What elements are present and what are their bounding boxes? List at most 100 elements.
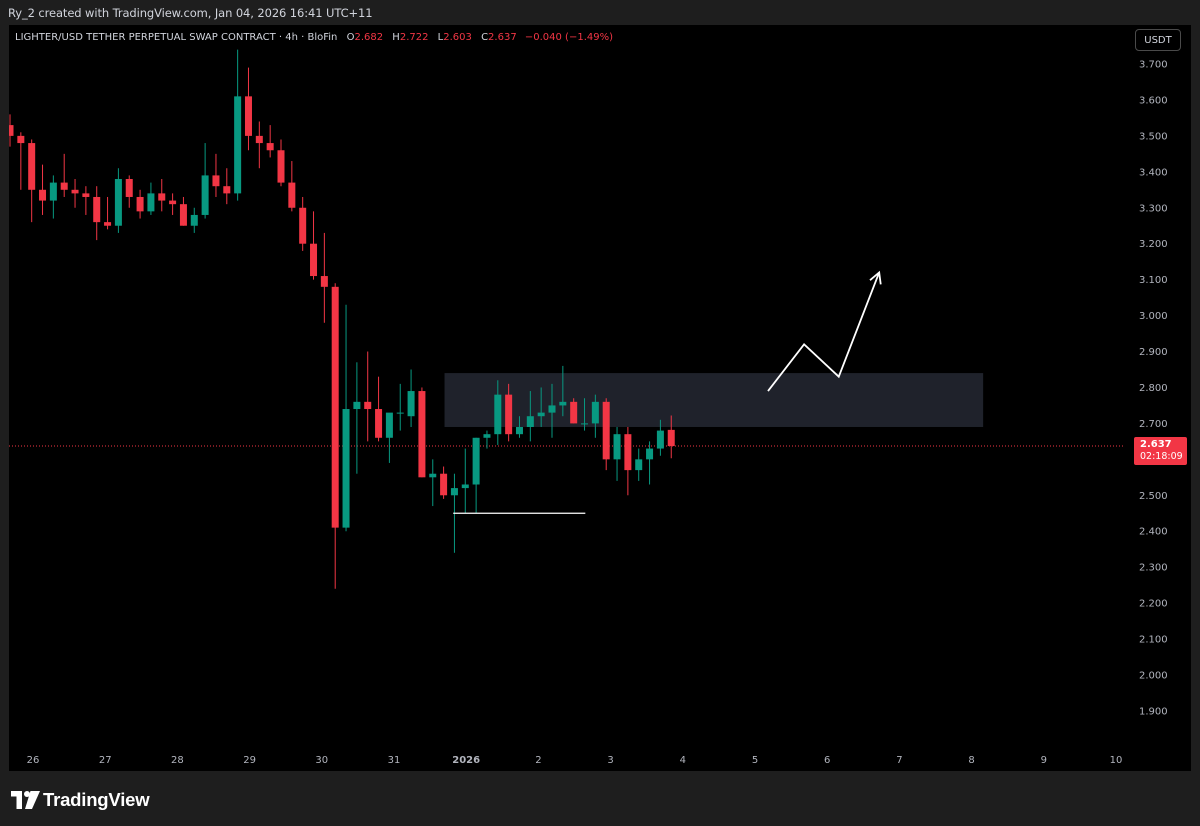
candle-body xyxy=(483,434,491,438)
y-axis-tick-label: 3.300 xyxy=(1139,203,1168,214)
tradingview-logo[interactable]: TradingView xyxy=(11,789,150,811)
price-chart[interactable]: 3.700 3.600 3.500 3.400 3.300 3.200 3.100 3.000… xyxy=(9,25,1191,771)
candle xyxy=(310,211,318,280)
y-axis-tick-label: 3.700 xyxy=(1139,60,1168,71)
candle-body xyxy=(169,200,177,205)
candle-body xyxy=(244,96,252,136)
y-axis-tick-label: 3.200 xyxy=(1139,239,1168,250)
low-value: 2.603 xyxy=(443,32,472,43)
x-axis-tick-label: 31 xyxy=(388,755,401,766)
candle-body xyxy=(353,401,361,410)
candle xyxy=(223,168,231,205)
change-value: −0.040 (−1.49%) xyxy=(524,32,614,43)
candle-body xyxy=(266,143,274,151)
candle xyxy=(169,193,177,215)
x-axis-tick-label: 28 xyxy=(171,755,184,766)
candle-body xyxy=(407,391,415,417)
candle xyxy=(472,437,480,514)
candle-body xyxy=(364,401,372,410)
candle-body xyxy=(331,286,339,528)
candle-body xyxy=(201,175,209,215)
candle xyxy=(136,189,144,219)
y-axis-tick-label: 3.400 xyxy=(1139,167,1168,178)
candle-body xyxy=(104,222,112,226)
candle-body xyxy=(125,179,133,197)
candle-body xyxy=(277,150,285,183)
candle xyxy=(114,168,122,233)
candle-body xyxy=(255,135,263,144)
candle xyxy=(591,394,599,438)
candle-body xyxy=(28,143,36,190)
candle xyxy=(440,466,448,499)
candle-body xyxy=(71,189,79,194)
candle-body xyxy=(396,412,404,414)
candle-body xyxy=(136,196,144,212)
x-axis-tick-label: 2 xyxy=(535,755,541,766)
candle xyxy=(93,186,101,241)
chart-area[interactable]: 3.700 3.600 3.500 3.400 3.300 3.200 3.100 3.000… xyxy=(9,25,1191,771)
last-price-value: 2.637 xyxy=(1140,439,1172,450)
candle-body xyxy=(147,193,155,212)
y-axis-tick-label: 1.900 xyxy=(1139,706,1168,717)
candle-body xyxy=(49,182,57,201)
candle xyxy=(494,380,502,445)
y-axis-tick-label: 2.200 xyxy=(1139,599,1168,610)
candle xyxy=(17,132,25,190)
candle xyxy=(407,369,415,427)
candle xyxy=(656,419,664,456)
candle-body xyxy=(375,409,383,438)
candle-body xyxy=(515,426,523,435)
y-axis-tick-label: 2.900 xyxy=(1139,347,1168,358)
bar-countdown: 02:18:09 xyxy=(1140,451,1183,462)
x-axis-tick-label: 6 xyxy=(824,755,830,766)
candle xyxy=(667,415,675,459)
candle-body xyxy=(461,484,469,489)
candle-body xyxy=(418,391,426,478)
candle xyxy=(353,362,361,474)
x-axis-tick-label: 5 xyxy=(752,755,758,766)
candle xyxy=(613,426,621,481)
candle-body xyxy=(299,207,307,244)
footer: TradingView xyxy=(0,771,1200,826)
candle xyxy=(60,153,68,197)
high-label: H xyxy=(392,32,400,43)
currency-button[interactable]: USDT xyxy=(1135,29,1181,51)
candle xyxy=(602,398,610,471)
y-axis-tick-label: 3.600 xyxy=(1139,95,1168,106)
candle-body xyxy=(9,125,14,136)
candle-body xyxy=(505,394,513,435)
candle-body xyxy=(494,394,502,435)
candle-body xyxy=(559,401,567,406)
y-axis-tick-label: 2.300 xyxy=(1139,563,1168,574)
resistance-zone xyxy=(444,373,984,427)
candle xyxy=(234,49,242,201)
y-axis-tick-label: 2.700 xyxy=(1139,419,1168,430)
candle xyxy=(266,125,274,158)
credit-text: Ry_2 created with TradingView.com, Jan 0… xyxy=(8,6,373,20)
x-axis-tick-label: 3 xyxy=(607,755,613,766)
candle-body xyxy=(548,405,556,413)
candle xyxy=(526,391,534,442)
candle xyxy=(39,164,47,215)
y-axis-tick-label: 3.500 xyxy=(1139,131,1168,142)
y-axis-tick-label: 2.800 xyxy=(1139,383,1168,394)
candle xyxy=(212,153,220,197)
candle-body xyxy=(591,401,599,424)
x-axis-tick-label: 10 xyxy=(1110,755,1123,766)
candle xyxy=(559,365,567,417)
candle-body xyxy=(234,96,242,194)
candle-body xyxy=(635,459,643,471)
tradingview-wordmark: TradingView xyxy=(43,789,150,810)
candle-body xyxy=(212,175,220,187)
candle xyxy=(418,387,426,478)
x-axis-tick-label: 9 xyxy=(1041,755,1047,766)
x-axis-tick-label: 29 xyxy=(243,755,256,766)
x-axis-tick-label: 30 xyxy=(315,755,328,766)
candle xyxy=(461,448,469,514)
close-label: C xyxy=(481,32,489,43)
y-axis-tick-label: 3.000 xyxy=(1139,311,1168,322)
candle-body xyxy=(223,186,231,194)
tradingview-logo-icon xyxy=(11,791,40,809)
candle xyxy=(28,139,36,223)
x-axis-tick-label: 8 xyxy=(968,755,974,766)
